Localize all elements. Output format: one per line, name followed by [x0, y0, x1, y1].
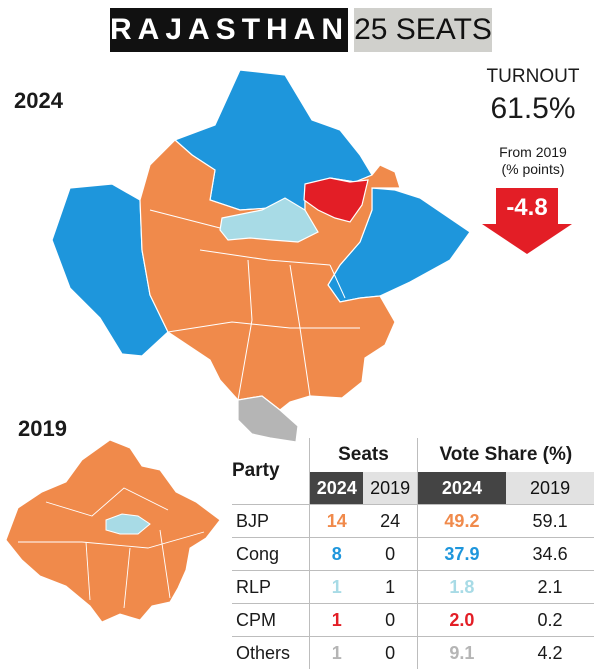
- turnout-change-value: -4.8: [482, 194, 572, 222]
- vote-2024-value: 49.2: [417, 505, 506, 538]
- table-row: Others 1 0 9.1 4.2: [232, 637, 594, 669]
- table-row: Cong 8 0 37.9 34.6: [232, 538, 594, 571]
- seats-2024-value: 1: [310, 571, 364, 604]
- vote-2019-value: 59.1: [506, 505, 594, 538]
- map-2024: [0, 60, 480, 460]
- vote-2019-value: 0.2: [506, 604, 594, 637]
- vote-2019-value: 2.1: [506, 571, 594, 604]
- seats-2024-value: 1: [310, 604, 364, 637]
- seats-2019-value: 0: [363, 538, 417, 571]
- vote-2024-value: 2.0: [417, 604, 506, 637]
- party-name: RLP: [232, 571, 310, 604]
- turnout-change-label-line2: (% points): [478, 161, 588, 178]
- vote-2024-value: 1.8: [417, 571, 506, 604]
- party-name: BJP: [232, 505, 310, 538]
- map-2019: [0, 430, 230, 658]
- seats-2024-header: 2024: [310, 472, 364, 505]
- party-column-header: Party: [232, 438, 310, 505]
- table-row: BJP 14 24 49.2 59.1: [232, 505, 594, 538]
- seats-2019-value: 0: [363, 604, 417, 637]
- turnout-change-label-line1: From 2019: [478, 144, 588, 161]
- seats-2019-value: 1: [363, 571, 417, 604]
- vote-2024-value: 37.9: [417, 538, 506, 571]
- vote-2024-value: 9.1: [417, 637, 506, 669]
- vote-share-header: Vote Share (%): [417, 438, 594, 472]
- vote-2019-value: 4.2: [506, 637, 594, 669]
- seats-2019-header: 2019: [363, 472, 417, 505]
- results-table: Party Seats Vote Share (%) 2024 2019 202…: [232, 438, 594, 669]
- seats-2024-value: 8: [310, 538, 364, 571]
- vote-2019-value: 34.6: [506, 538, 594, 571]
- vote-2019-header: 2019: [506, 472, 594, 505]
- seats-2019-value: 24: [363, 505, 417, 538]
- seats-2024-value: 14: [310, 505, 364, 538]
- vote-2024-header: 2024: [417, 472, 506, 505]
- turnout-value: 61.5%: [478, 92, 588, 126]
- table-row: RLP 1 1 1.8 2.1: [232, 571, 594, 604]
- turnout-label: TURNOUT: [478, 66, 588, 88]
- seats-header: Seats: [310, 438, 418, 472]
- party-name: Others: [232, 637, 310, 669]
- turnout-change-label: From 2019 (% points): [478, 144, 588, 178]
- table-row: CPM 1 0 2.0 0.2: [232, 604, 594, 637]
- party-name: CPM: [232, 604, 310, 637]
- seats-2019-value: 0: [363, 637, 417, 669]
- seat-count-badge: 25 SEATS: [354, 8, 492, 52]
- party-name: Cong: [232, 538, 310, 571]
- seats-2024-value: 1: [310, 637, 364, 669]
- state-title: RAJASTHAN: [110, 8, 348, 52]
